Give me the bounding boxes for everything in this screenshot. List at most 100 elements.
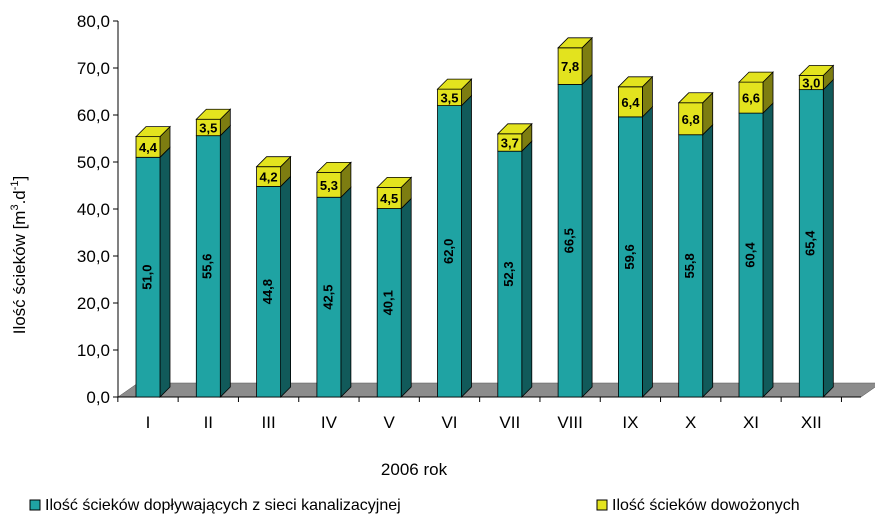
bar-top	[798, 65, 835, 76]
data-label-sewer: 51,0	[139, 264, 154, 289]
y-axis-title-end: ]	[10, 176, 29, 181]
bar-front	[497, 150, 523, 398]
bar-front	[678, 102, 704, 136]
y-axis-title-sup1: 3	[9, 204, 21, 210]
data-label-delivered: 7,8	[561, 59, 579, 74]
bar-side	[642, 105, 653, 398]
x-tick-label: IX	[622, 413, 638, 432]
data-label-delivered: 5,3	[320, 178, 338, 193]
legend-label-delivered: Ilość ścieków dowożonych	[612, 497, 800, 514]
data-label-delivered: 4,4	[139, 140, 158, 155]
bar-top	[315, 161, 352, 173]
bar-sewer-IV	[316, 186, 352, 398]
y-tick-label: 50,0	[77, 153, 110, 172]
y-tick-label: 20,0	[77, 294, 110, 313]
y-axis-title-mid: .d	[10, 190, 29, 204]
data-label-sewer: 40,1	[381, 290, 396, 315]
data-label-sewer: 60,4	[742, 242, 757, 268]
bar-top	[195, 108, 232, 120]
bar-sewer-XII	[798, 78, 834, 398]
bar-front	[738, 112, 764, 398]
x-tick-label: III	[262, 413, 276, 432]
bar-sewer-X	[678, 123, 714, 398]
bar-top	[255, 156, 292, 168]
bar-side	[219, 124, 231, 398]
x-tick-label: VI	[441, 413, 457, 432]
bar-sewer-VI	[437, 94, 472, 398]
bar-front	[618, 86, 643, 118]
bar-top	[135, 126, 171, 138]
bar-sewer-I	[135, 146, 171, 398]
data-label-delivered: 3,7	[501, 135, 519, 150]
bar-delivered-IX	[617, 75, 654, 118]
x-axis-title: 2006 rok	[381, 460, 448, 479]
data-label-sewer: 66,5	[562, 228, 577, 253]
y-axis-title-sup2: -1	[9, 180, 21, 190]
bar-delivered-V	[376, 176, 413, 210]
y-tick-label: 0,0	[86, 388, 110, 407]
bar-delivered-VII	[496, 122, 533, 153]
data-label-sewer: 65,4	[803, 230, 818, 256]
data-label-delivered: 6,4	[621, 95, 640, 110]
bar-front	[195, 135, 221, 398]
bar-sewer-II	[195, 124, 231, 398]
legend-swatch-sewer	[29, 499, 41, 511]
bar-front	[316, 196, 342, 398]
bar-sewer-III	[256, 175, 292, 398]
data-label-delivered: 3,0	[802, 76, 820, 91]
bar-delivered-III	[255, 155, 292, 188]
bar-side	[340, 186, 352, 398]
bar-top	[496, 123, 533, 135]
bar-front	[798, 89, 824, 398]
bar-delivered-I	[135, 125, 171, 159]
y-axis-title-main: Ilość ścieków [m	[10, 211, 29, 335]
bar-sewer-V	[376, 197, 412, 398]
data-label-sewer: 42,5	[320, 284, 335, 309]
bar-side	[159, 146, 171, 398]
bar-side	[581, 73, 593, 398]
bar-front	[135, 156, 161, 398]
bar-front	[316, 171, 342, 198]
data-label-delivered: 3,5	[199, 120, 217, 135]
bar-front	[557, 84, 583, 398]
y-tick-label: 40,0	[77, 200, 110, 219]
bar-delivered-IV	[315, 161, 352, 199]
data-label-delivered: 6,6	[742, 91, 760, 106]
x-tick-label: VIII	[557, 413, 583, 432]
bar-front	[376, 208, 402, 398]
x-tick-label: IV	[321, 413, 338, 432]
bar-side	[762, 102, 774, 398]
bar-side	[400, 197, 412, 398]
x-tick-label: XI	[743, 413, 759, 432]
bar-front	[557, 47, 583, 85]
bar-delivered-VI	[436, 78, 473, 107]
bar-front	[256, 186, 282, 398]
legend-label-sewer: Ilość ścieków dopływających z sieci kana…	[45, 497, 401, 514]
data-label-delivered: 4,5	[380, 191, 398, 206]
bar-sewer-XI	[738, 102, 774, 398]
data-label-sewer: 62,0	[441, 239, 456, 264]
bar-sewer-IX	[618, 105, 653, 398]
bar-side	[280, 175, 292, 398]
data-label-sewer: 55,6	[200, 254, 215, 279]
x-tick-label: X	[685, 413, 696, 432]
bar-delivered-XII	[798, 64, 835, 91]
bar-top	[557, 37, 594, 49]
data-label-sewer: 44,8	[260, 279, 275, 304]
bar-side	[822, 78, 834, 398]
bar-top	[677, 92, 714, 104]
x-tick-label: II	[204, 413, 213, 432]
legend-swatch-delivered	[596, 499, 608, 511]
legend-item-delivered: Ilość ścieków dowożonych	[596, 497, 800, 514]
y-tick-label: 30,0	[77, 247, 110, 266]
legend: Ilość ścieków dopływających z sieci kana…	[29, 497, 800, 514]
x-tick-label: XII	[801, 413, 822, 432]
y-tick-label: 60,0	[77, 106, 110, 125]
data-label-sewer: 52,3	[501, 261, 516, 286]
bar-top	[738, 71, 774, 83]
y-tick-label: 10,0	[77, 341, 110, 360]
bar-delivered-X	[677, 91, 714, 136]
y-tick-label: 80,0	[77, 12, 110, 31]
